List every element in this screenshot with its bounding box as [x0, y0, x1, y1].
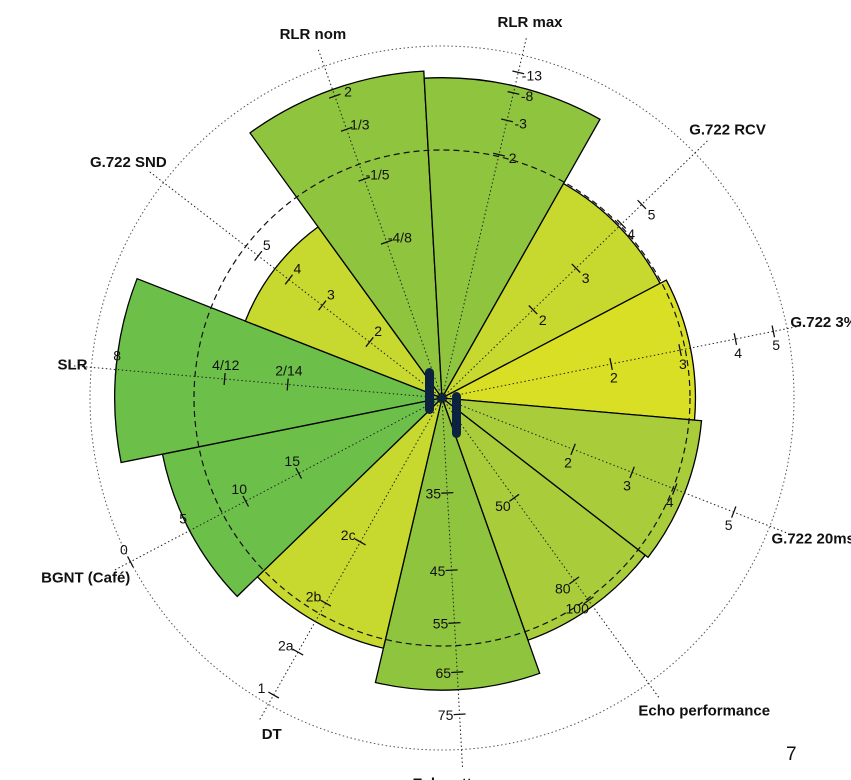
tick-label: 4/12 [212, 357, 239, 373]
center-dot [438, 394, 446, 402]
tick-label: 3 [679, 356, 687, 372]
tick-label: -4/8 [388, 229, 412, 245]
tick-label: 35 [426, 486, 442, 502]
tick-label: 2 [564, 454, 572, 470]
tick-label: 55 [433, 616, 449, 632]
tick-mark [732, 507, 736, 518]
tick-label: 15 [284, 453, 300, 469]
tick-label: 2/14 [275, 363, 302, 379]
tick-label: 4 [294, 261, 302, 277]
tick-label: 5 [648, 207, 656, 223]
tick-label: 1 [258, 680, 266, 696]
tick-mark [268, 692, 279, 698]
tick-label: 0 [120, 541, 128, 557]
tick-label: 3 [623, 477, 631, 493]
tick-label: 8 [113, 348, 121, 364]
tick-label: 2 [374, 323, 382, 339]
axis-label-bgnt-caf: BGNT (Café) [41, 570, 130, 587]
tick-label: 5 [772, 337, 780, 353]
tick-label: 5 [263, 237, 271, 253]
tick-label: -13 [522, 68, 542, 84]
tick-mark [128, 557, 134, 568]
tick-label: 5 [725, 517, 733, 533]
tick-label: 2a [278, 637, 294, 653]
tick-label: 2 [509, 150, 517, 166]
tick-label: 45 [430, 563, 446, 579]
tick-label: 65 [436, 665, 452, 681]
tick-label: 50 [495, 498, 511, 514]
tick-mark [454, 714, 466, 715]
axis-label-echo-att-max: Echo att. max. [413, 775, 515, 780]
tick-label: 4 [666, 494, 674, 510]
tick-label: 4 [734, 345, 742, 361]
axis-label-rlr-nom: RLR nom [280, 26, 347, 43]
tick-label: 10 [231, 481, 247, 497]
tick-mark [638, 200, 646, 209]
tick-label: 2 [344, 84, 352, 100]
tick-label: 75 [438, 707, 454, 723]
tick-mark [441, 493, 453, 494]
tick-label: -8 [521, 88, 534, 104]
tick-label: 3 [327, 286, 335, 302]
axis-label-g-722-rcv: G.722 RCV [689, 121, 766, 138]
tick-label: 2b [306, 588, 322, 604]
center-marker [452, 392, 461, 438]
tick-mark [446, 570, 458, 571]
tick-label: 3 [582, 270, 590, 286]
tick-label: 2c [341, 527, 356, 543]
axis-label-echo-performance: Echo performance [638, 703, 770, 720]
axis-label-rlr-max: RLR max [497, 14, 563, 31]
axis-label-dt: DT [262, 726, 282, 743]
axis-label-g-722-3-pl: G.722 3% PL [790, 314, 851, 331]
tick-mark [451, 672, 463, 673]
tick-label: -1/5 [365, 166, 389, 182]
tick-label: 2 [610, 370, 618, 386]
tick-label: 1/3 [350, 117, 370, 133]
tick-label: 80 [555, 581, 571, 597]
axis-label-g-722-20ms-jitter: G.722 20ms Jitter [772, 531, 851, 548]
center-marker [425, 368, 434, 414]
axis-label-g-722-snd: G.722 SND [90, 154, 167, 171]
tick-mark [255, 251, 262, 261]
tick-label: 4 [627, 226, 635, 242]
tick-mark [293, 649, 304, 655]
tick-label: -3 [514, 116, 527, 132]
axis-label-slr: SLR [58, 356, 88, 373]
tick-mark [449, 623, 461, 624]
page-number: 7 [786, 744, 797, 766]
tick-label: 2 [539, 312, 547, 328]
tick-label: 100 [566, 601, 590, 617]
tick-label: 5 [179, 510, 187, 526]
